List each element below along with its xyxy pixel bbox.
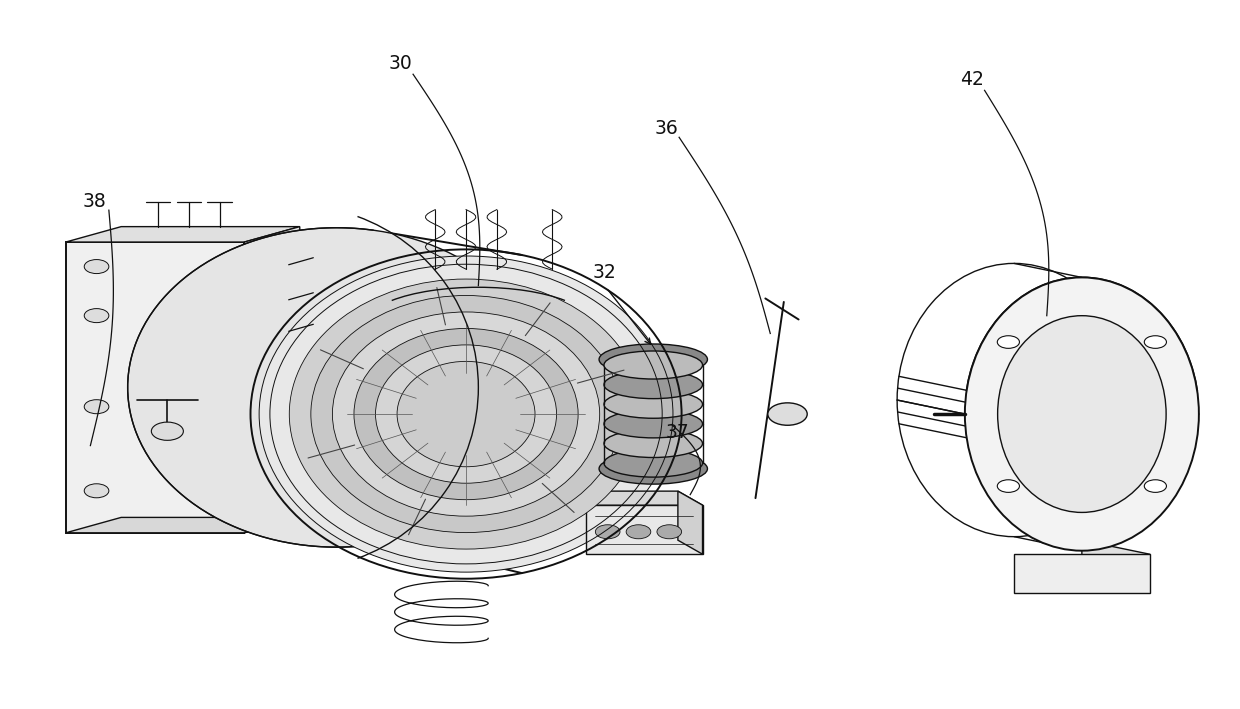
Ellipse shape xyxy=(998,316,1166,513)
Circle shape xyxy=(657,525,682,539)
Ellipse shape xyxy=(604,390,703,418)
Circle shape xyxy=(84,259,109,274)
Polygon shape xyxy=(66,518,300,533)
Circle shape xyxy=(151,422,184,440)
Circle shape xyxy=(1145,480,1167,492)
Circle shape xyxy=(626,525,651,539)
Ellipse shape xyxy=(965,277,1199,551)
Ellipse shape xyxy=(604,430,703,457)
Ellipse shape xyxy=(604,371,703,398)
Ellipse shape xyxy=(599,344,708,375)
Ellipse shape xyxy=(604,351,703,379)
Circle shape xyxy=(84,308,109,323)
Ellipse shape xyxy=(397,362,534,467)
Polygon shape xyxy=(560,491,703,505)
Polygon shape xyxy=(678,491,703,554)
Text: 37: 37 xyxy=(666,423,689,442)
Circle shape xyxy=(997,336,1019,348)
Ellipse shape xyxy=(353,328,578,500)
Text: 42: 42 xyxy=(960,70,985,89)
Circle shape xyxy=(768,403,807,425)
Ellipse shape xyxy=(259,256,673,572)
Ellipse shape xyxy=(376,345,557,484)
Ellipse shape xyxy=(599,453,708,484)
Circle shape xyxy=(84,400,109,414)
Circle shape xyxy=(1145,336,1167,348)
Ellipse shape xyxy=(604,410,703,438)
Ellipse shape xyxy=(332,312,600,516)
Polygon shape xyxy=(585,505,703,554)
Circle shape xyxy=(997,480,1019,492)
Text: 32: 32 xyxy=(593,263,616,282)
Polygon shape xyxy=(1081,540,1149,593)
Ellipse shape xyxy=(311,296,621,532)
Circle shape xyxy=(84,484,109,498)
Ellipse shape xyxy=(128,228,546,547)
Polygon shape xyxy=(66,242,244,533)
Polygon shape xyxy=(66,227,300,242)
Polygon shape xyxy=(244,227,300,533)
Ellipse shape xyxy=(604,449,703,477)
Polygon shape xyxy=(1014,554,1149,593)
Circle shape xyxy=(595,525,620,539)
Ellipse shape xyxy=(289,279,642,549)
Text: 30: 30 xyxy=(389,54,413,73)
Text: 36: 36 xyxy=(655,119,678,138)
Text: 38: 38 xyxy=(82,192,105,211)
